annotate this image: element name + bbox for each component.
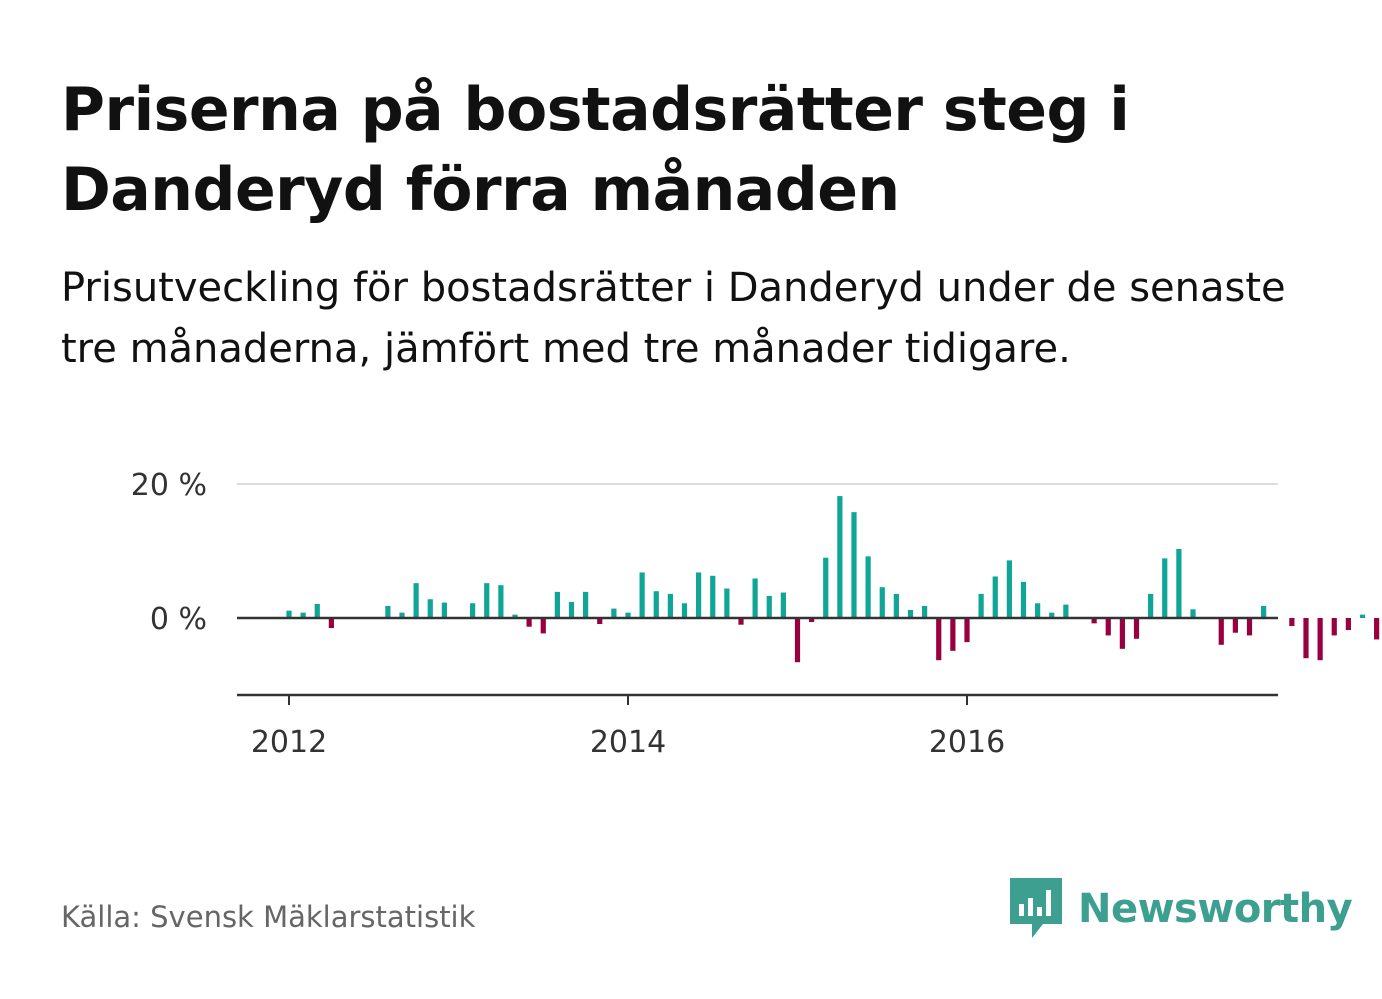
bar — [1148, 593, 1154, 618]
bar — [879, 587, 885, 618]
bar — [809, 618, 815, 623]
x-tick-label: 2016 — [929, 725, 1005, 760]
bar — [794, 618, 801, 663]
y-tick-label: 0 % — [150, 602, 207, 637]
bar — [526, 618, 532, 627]
bar — [427, 599, 433, 618]
bar — [1317, 618, 1323, 661]
bar — [1020, 581, 1027, 618]
x-tick-label: 2012 — [251, 725, 327, 760]
bar — [1303, 618, 1309, 659]
bar — [710, 575, 716, 618]
bar — [484, 583, 490, 618]
bar — [554, 591, 560, 618]
bar — [823, 557, 829, 618]
bar — [568, 601, 575, 618]
bar — [300, 612, 306, 618]
bar — [1162, 558, 1168, 618]
bar — [639, 572, 645, 618]
bar — [1119, 618, 1125, 649]
bar — [1359, 614, 1366, 618]
bar — [1105, 618, 1111, 636]
bar — [837, 496, 843, 618]
bar — [964, 618, 970, 643]
bar — [1063, 604, 1069, 618]
bar — [286, 610, 292, 618]
bar — [498, 585, 504, 618]
bar — [978, 593, 984, 618]
x-tick-label: 2014 — [590, 725, 666, 760]
bar — [865, 556, 871, 618]
bar — [399, 612, 405, 618]
bar — [936, 618, 942, 661]
bar — [470, 603, 476, 618]
bar — [1289, 618, 1295, 627]
bar — [851, 512, 857, 618]
chart-subtitle: Prisutveckling för bostadsrätter i Dande… — [61, 265, 1286, 372]
bar — [1246, 618, 1253, 636]
bar — [1006, 560, 1012, 618]
y-tick-label: 20 % — [131, 468, 207, 503]
bar — [1345, 618, 1351, 631]
bar — [540, 618, 546, 634]
bar — [738, 618, 744, 625]
bar — [1261, 605, 1267, 618]
bar — [922, 605, 928, 618]
bar — [597, 618, 603, 625]
bar — [667, 593, 673, 618]
brand-name: Newsworthy — [1078, 886, 1353, 932]
bar — [1091, 618, 1097, 624]
bar — [314, 603, 320, 618]
bar — [1049, 612, 1055, 618]
bar — [512, 614, 518, 618]
bar — [625, 612, 631, 618]
label-layer: 0 %20 %2012201420162019202120237 % — [131, 468, 1005, 760]
source-note: Källa: Svensk Mäklarstatistik — [61, 900, 476, 934]
bar — [950, 618, 956, 651]
bar — [583, 591, 589, 618]
bar — [1190, 609, 1196, 618]
brand-logo: Newsworthy — [1010, 878, 1353, 940]
bar — [385, 605, 391, 618]
bar — [1218, 618, 1224, 645]
bar — [1176, 548, 1182, 618]
bar — [653, 591, 659, 618]
bar-layer — [286, 496, 1380, 663]
bar — [611, 608, 617, 618]
bar — [1374, 618, 1380, 640]
axis-layer — [237, 616, 1278, 705]
bar — [681, 603, 688, 618]
bar-chart: 0 %20 %2012201420162019202120237 % — [131, 468, 1380, 760]
bar — [766, 595, 772, 618]
bar — [328, 618, 334, 629]
bar — [724, 588, 730, 618]
bar — [413, 583, 419, 618]
bar — [1232, 618, 1238, 633]
bar — [893, 593, 899, 618]
bar — [1133, 618, 1140, 639]
bar — [441, 602, 447, 618]
bar — [907, 609, 914, 618]
bar — [752, 578, 758, 618]
bar — [1331, 618, 1337, 636]
newsworthy-logo-icon — [1010, 878, 1062, 938]
bar — [992, 576, 998, 618]
bar — [1035, 603, 1041, 618]
chart-title: Priserna på bostadsrätter steg i Dandery… — [61, 75, 1130, 225]
bar — [780, 592, 786, 618]
bar — [696, 572, 702, 618]
